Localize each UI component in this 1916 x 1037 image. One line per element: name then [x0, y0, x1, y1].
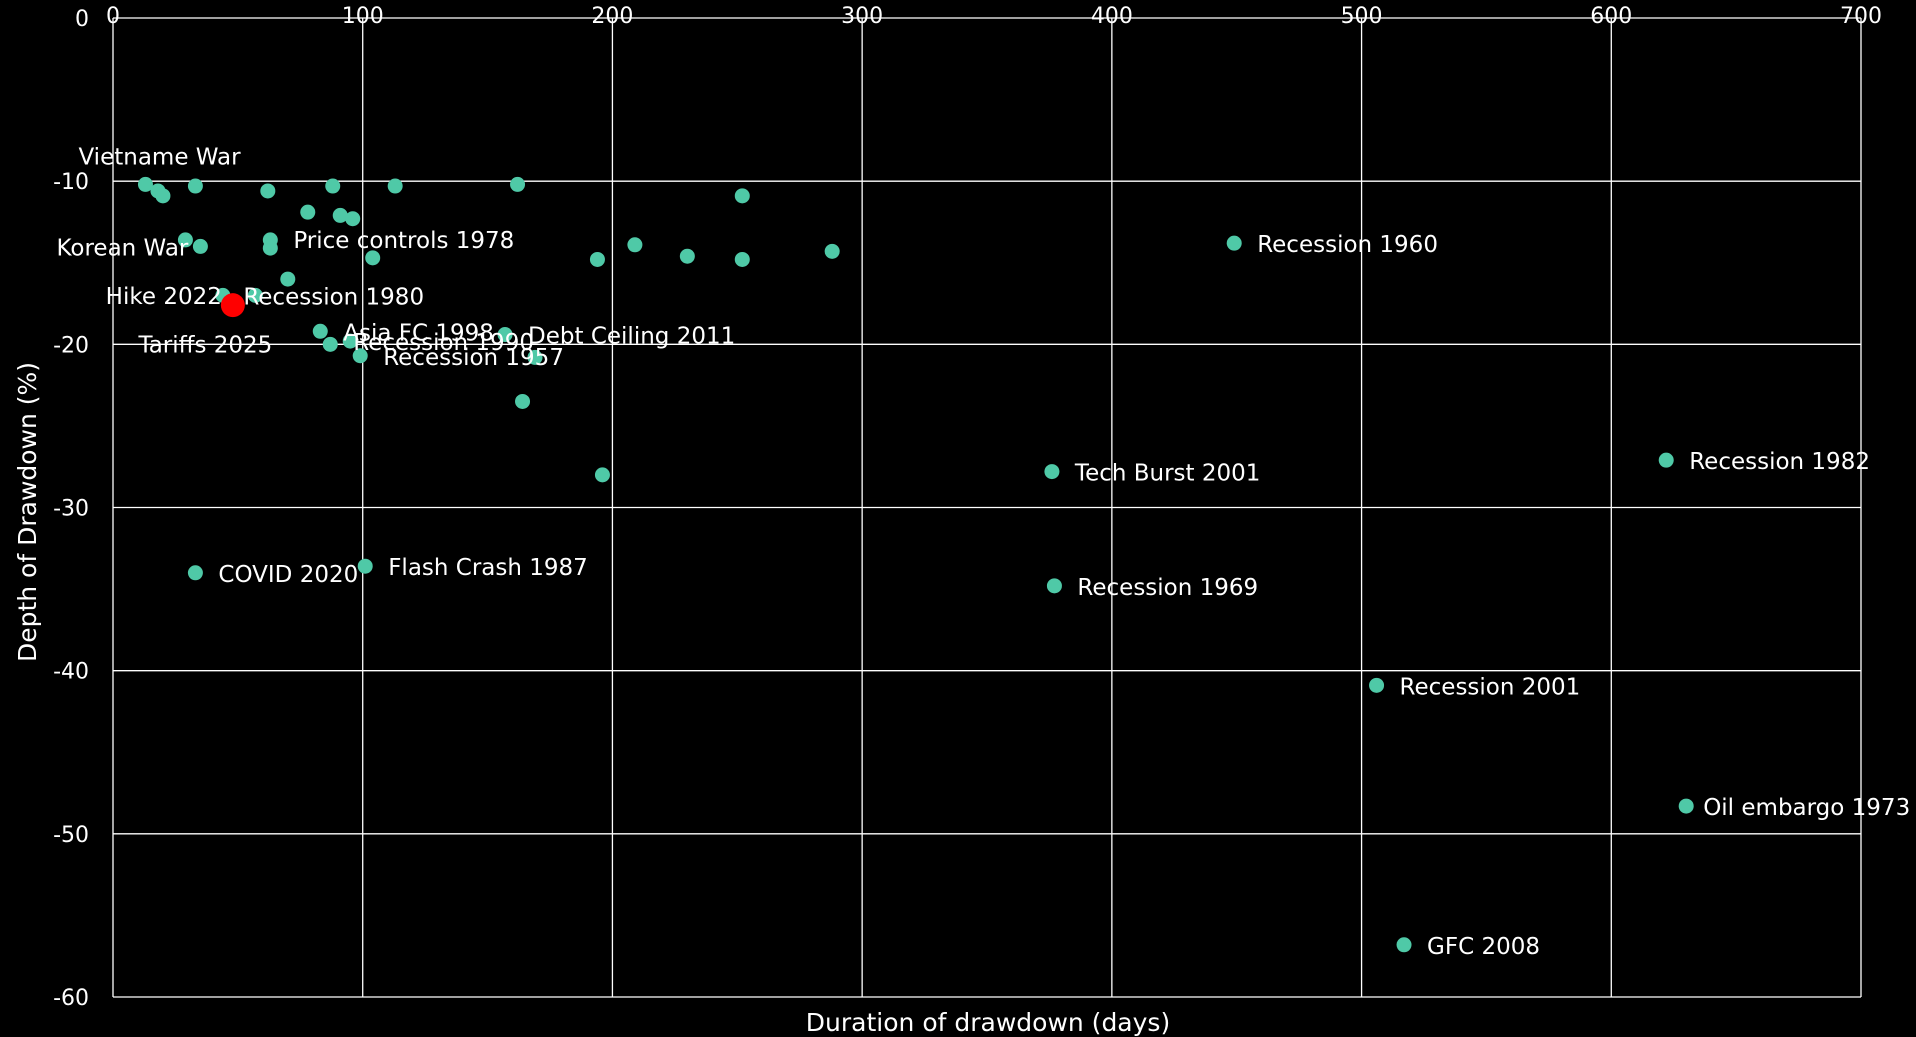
point-recession-2001: [1369, 677, 1385, 693]
point-oil-embargo-1973: [1678, 798, 1694, 814]
data-point: [387, 178, 403, 194]
label-covid-2020: COVID 2020: [218, 562, 358, 588]
y-tick-label: -60: [53, 986, 89, 1011]
label-recession-1982: Recession 1982: [1689, 449, 1870, 475]
x-axis-ticks: 0 100 200 300 400 500 600 700: [106, 4, 1882, 29]
label-recession-2001: Recession 2001: [1400, 674, 1581, 700]
point-recession-1969: [1046, 578, 1062, 594]
label-vietname-war: Vietname War: [78, 144, 241, 170]
data-point: [187, 178, 203, 194]
data-point: [300, 204, 316, 220]
label-recession-1957: Recession 1957: [383, 345, 564, 371]
label-price-controls-1978: Price controls 1978: [293, 228, 514, 254]
y-tick-label: -20: [53, 333, 89, 358]
x-tick-label: 200: [591, 4, 633, 29]
x-tick-label: 100: [342, 4, 384, 29]
data-point: [177, 232, 193, 248]
label-recession-1960: Recession 1960: [1257, 232, 1438, 258]
label-tech-burst-2001: Tech Burst 2001: [1074, 461, 1260, 487]
point-flash-crash-1987: [357, 558, 373, 574]
y-tick-label: -40: [53, 660, 89, 685]
y-tick-label: -50: [53, 823, 89, 848]
data-points: [137, 176, 1694, 953]
data-point: [322, 336, 338, 352]
label-tariffs-2025: Tariffs 2025: [137, 332, 272, 358]
label-gfc-2008: GFC 2008: [1427, 934, 1540, 960]
label-recession-1969: Recession 1969: [1077, 575, 1258, 601]
grid: [112, 17, 1862, 998]
data-point: [365, 250, 381, 266]
data-point: [589, 251, 605, 267]
point-recession-1960: [1226, 235, 1242, 251]
y-axis-title: Depth of Drawdown (%): [13, 362, 42, 662]
y-tick-label: -30: [53, 497, 89, 522]
point-recession-1957: [352, 348, 368, 364]
label-recession-1980: Recession 1980: [243, 284, 424, 310]
point-tech-burst-2001: [1044, 464, 1060, 480]
point-vietname-war: [137, 176, 153, 192]
y-axis-ticks: 0 -10 -20 -30 -40 -50 -60: [53, 7, 89, 1011]
point-gfc-2008: [1396, 937, 1412, 953]
x-tick-label: 600: [1590, 4, 1632, 29]
data-point: [510, 176, 526, 192]
data-point: [262, 240, 278, 256]
x-tick-label: 300: [841, 4, 883, 29]
data-point: [280, 271, 296, 287]
data-point: [594, 467, 610, 483]
point-asia-fc-1998: [312, 323, 328, 339]
point-recession-1990: [342, 333, 358, 349]
point-recession-1982: [1658, 452, 1674, 468]
x-tick-label: 500: [1341, 4, 1383, 29]
data-labels: Vietname War Korean War Price controls 197…: [56, 144, 1910, 959]
data-point: [325, 178, 341, 194]
data-point: [734, 188, 750, 204]
y-tick-label: -10: [53, 170, 89, 195]
data-point: [515, 393, 531, 409]
data-point: [679, 248, 695, 264]
label-hike-2022: Hike 2022: [106, 284, 222, 310]
label-flash-crash-1987: Flash Crash 1987: [388, 555, 588, 581]
label-oil-embargo-1973: Oil embargo 1973: [1703, 795, 1910, 821]
data-point: [260, 183, 276, 199]
point-covid-2020: [187, 565, 203, 581]
label-debt-ceiling-2011: Debt Ceiling 2011: [528, 324, 735, 350]
data-point: [527, 349, 543, 365]
x-tick-label: 0: [106, 4, 120, 29]
point-recession-1980: [247, 287, 263, 303]
point-korean-war: [192, 238, 208, 254]
highlight-point-hike-2022: [220, 293, 245, 318]
label-recession-1990: Recession 1990: [353, 330, 534, 356]
data-point: [332, 207, 348, 223]
x-axis-title: Duration of drawdown (days): [806, 1008, 1170, 1037]
label-korean-war: Korean War: [56, 235, 188, 261]
label-asia-fc-1998: Asia FC 1998: [343, 320, 494, 346]
y-tick-label: 0: [75, 7, 89, 32]
data-point: [627, 237, 643, 253]
data-point: [155, 188, 171, 204]
x-tick-label: 700: [1840, 4, 1882, 29]
data-point: [734, 251, 750, 267]
x-tick-label: 400: [1091, 4, 1133, 29]
data-point: [824, 243, 840, 259]
data-point: [345, 211, 361, 227]
point-debt-ceiling-2011: [497, 327, 513, 343]
